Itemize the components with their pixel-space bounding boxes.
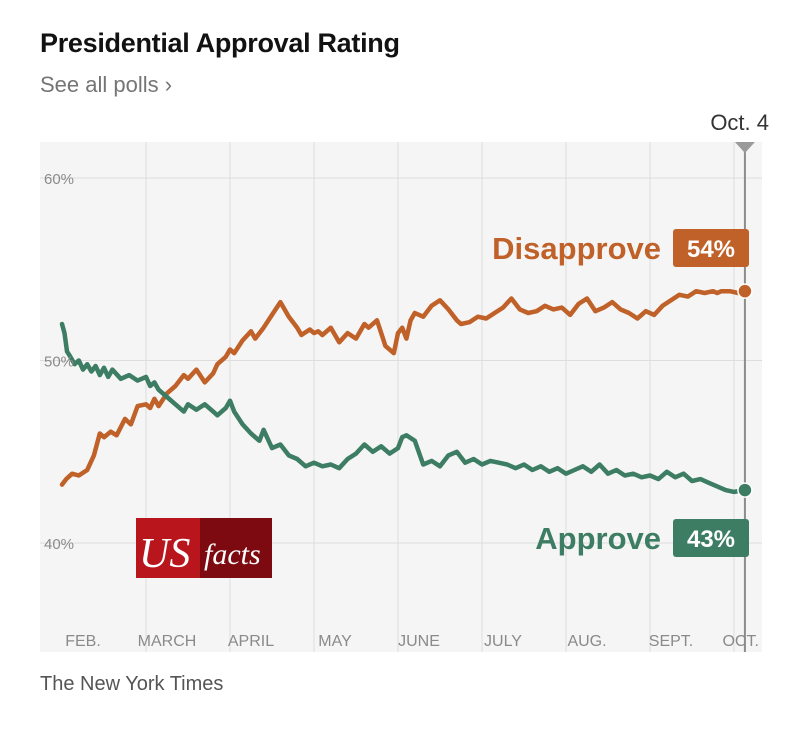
x-tick-label: AUG.: [567, 633, 606, 650]
logo-text-us: US: [139, 531, 190, 577]
source-credit: The New York Times: [40, 673, 224, 695]
logo-text-facts: facts: [204, 538, 261, 571]
current-date-marker: [734, 142, 755, 153]
series-end-point-approve: [737, 482, 753, 498]
y-tick-label: 40%: [44, 536, 74, 553]
see-all-polls-label: See all polls: [40, 72, 159, 97]
see-all-polls-link[interactable]: See all polls ›: [40, 72, 172, 98]
series-line-approve: [59, 321, 748, 495]
disapprove-value-badge: [673, 229, 749, 267]
y-tick-label: 50%: [44, 354, 74, 371]
series-line-disapprove: [59, 288, 748, 487]
x-tick-label: MARCH: [138, 633, 197, 650]
usfacts-logo: US facts: [136, 518, 272, 578]
approve-value-label: 43%: [687, 526, 735, 553]
x-tick-label: JULY: [484, 633, 522, 650]
chevron-right-icon: ›: [164, 72, 173, 97]
x-tick-label: SEPT.: [649, 633, 693, 650]
x-tick-label: APRIL: [228, 633, 274, 650]
disapprove-series-label: Disapprove: [492, 231, 661, 266]
disapprove-value-label: 54%: [687, 236, 735, 263]
x-tick-label: MAY: [318, 633, 352, 650]
approve-series-label: Approve: [535, 521, 661, 556]
x-tick-label: JUNE: [398, 633, 440, 650]
approve-value-badge: [673, 519, 749, 557]
x-tick-label: OCT.: [722, 633, 758, 650]
x-tick-label: FEB.: [65, 633, 101, 650]
series-end-point-disapprove: [737, 283, 753, 299]
chart-title: Presidential Approval Rating: [40, 28, 400, 58]
y-tick-label: 60%: [44, 171, 74, 188]
current-date-label: Oct. 4: [710, 110, 769, 135]
